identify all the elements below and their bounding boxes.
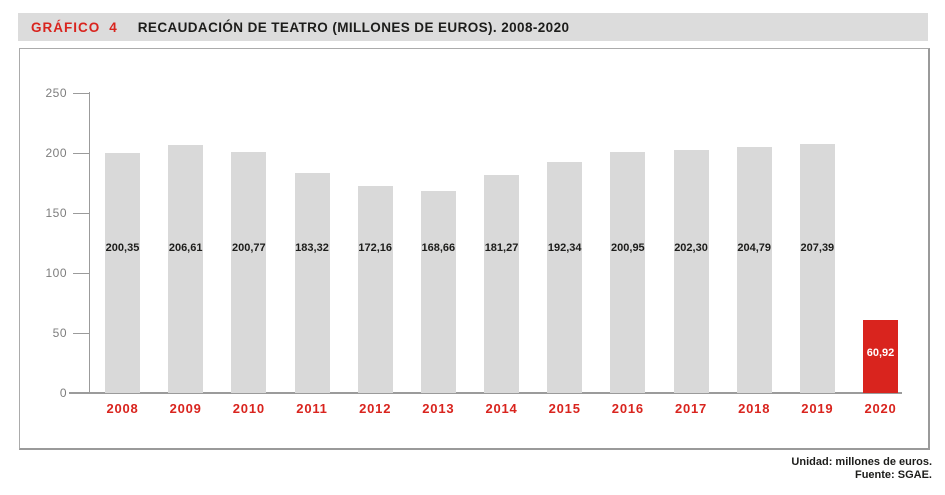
bar-value-label: 204,79: [737, 242, 772, 254]
x-axis-label: 2019: [801, 401, 834, 416]
x-axis-label: 2016: [611, 401, 644, 416]
bar-value-label: 200,35: [105, 242, 140, 254]
bar-value-label: 192,34: [547, 242, 582, 254]
bar-value-label: 200,95: [611, 242, 645, 254]
bar: [736, 147, 772, 393]
bar: [105, 152, 140, 393]
x-axis-baseline: [69, 392, 902, 394]
chart-frame: 0 50 100 150 200 250 200,35 2008 206,61 2009 200,7…: [19, 48, 930, 450]
y-axis-tick: [73, 153, 90, 154]
bar: [231, 152, 267, 393]
bar-value-label: 206,61: [168, 242, 203, 254]
bar: [610, 151, 646, 393]
x-axis-label: 2017: [674, 401, 708, 416]
y-axis-line: [89, 92, 90, 394]
bar-value-label: 202,30: [674, 242, 708, 254]
x-axis-label: 2011: [296, 401, 328, 416]
bar-highlighted: [863, 319, 899, 393]
bar: [357, 186, 393, 393]
x-axis-label: 2012: [359, 401, 392, 416]
y-axis-tick-label: 0: [59, 386, 67, 400]
chart-title: RECAUDACIÓN DE TEATRO (MILLONES DE EUROS…: [137, 19, 570, 35]
chart-header-bar: GRÁFICO 4 RECAUDACIÓN DE TEATRO (MILLONE…: [18, 13, 928, 41]
bar-value-label: 181,27: [484, 242, 519, 254]
bar: [484, 175, 520, 393]
bar-value-label: 200,77: [232, 242, 266, 254]
x-axis-label: 2018: [738, 401, 771, 416]
y-axis-tick-label: 200: [45, 146, 67, 160]
x-axis-label: 2010: [232, 401, 265, 416]
bar-value-label: 60,92: [866, 347, 895, 359]
bar-chart-plot-area: 0 50 100 150 200 250 200,35 2008 206,61 2009 200,7…: [20, 49, 928, 448]
y-axis-tick-label: 50: [52, 326, 67, 340]
x-axis-label: 2020: [864, 401, 897, 416]
bar-value-label: 207,39: [800, 242, 835, 254]
x-axis-label: 2015: [548, 401, 581, 416]
chart-number: 4: [109, 19, 117, 35]
bar-value-label: 183,32: [295, 242, 329, 254]
y-axis-tick-label: 250: [45, 86, 67, 100]
y-axis-tick: [73, 273, 90, 274]
x-axis-label: 2009: [169, 401, 202, 416]
bar: [420, 190, 456, 393]
y-axis-tick: [73, 333, 90, 334]
x-axis-label: 2008: [106, 401, 139, 416]
unit-note: Unidad: millones de euros.: [791, 456, 932, 468]
bar: [547, 162, 583, 393]
bar-value-label: 172,16: [358, 242, 392, 254]
x-axis-label: 2014: [485, 401, 518, 416]
y-axis-tick: [73, 93, 90, 94]
bar: [168, 145, 204, 393]
bar: [799, 144, 835, 393]
x-axis-label: 2013: [422, 401, 455, 416]
source-note: Fuente: SGAE.: [854, 469, 932, 481]
y-axis-tick-label: 150: [45, 206, 67, 220]
y-axis-tick: [73, 213, 90, 214]
bar: [294, 173, 330, 393]
bar: [673, 150, 709, 393]
y-axis-tick-label: 100: [45, 266, 67, 280]
chart-tag-label: GRÁFICO: [31, 19, 101, 35]
chart-footnote: Unidad: millones de euros. Fuente: SGAE.: [791, 456, 932, 482]
bar-value-label: 168,66: [421, 242, 456, 254]
